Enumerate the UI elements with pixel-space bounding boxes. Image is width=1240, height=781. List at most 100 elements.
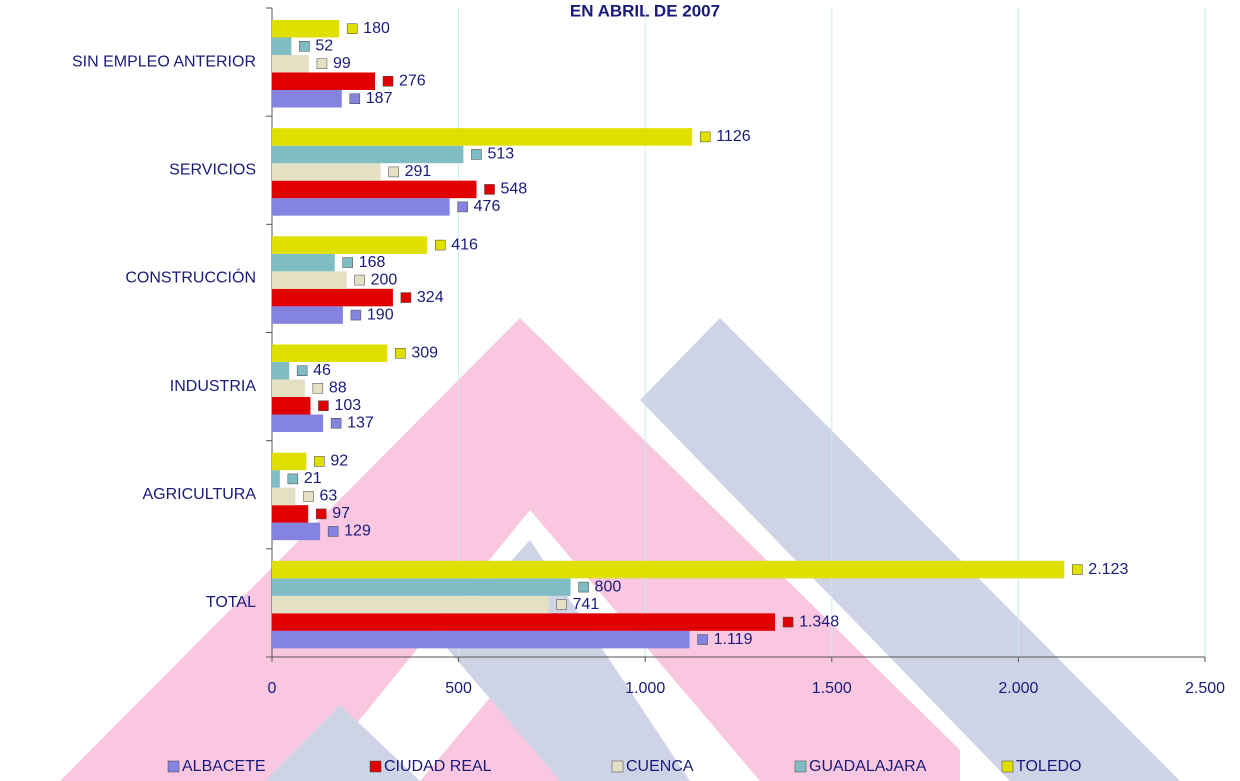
label-marker: [458, 202, 468, 212]
label-marker: [288, 474, 298, 484]
label-marker: [314, 456, 324, 466]
label-marker: [351, 310, 361, 320]
label-marker: [355, 275, 365, 285]
bar: [272, 362, 289, 380]
value-label: 92: [330, 453, 348, 470]
value-label: 309: [411, 344, 438, 361]
legend-label: CIUDAD REAL: [384, 758, 492, 775]
label-marker: [471, 149, 481, 159]
bar: [272, 289, 393, 307]
bar: [272, 345, 387, 363]
bar: [272, 415, 323, 433]
label-marker: [318, 401, 328, 411]
value-label: 416: [451, 236, 478, 253]
legend-label: GUADALAJARA: [809, 758, 927, 775]
value-label: 46: [313, 362, 331, 379]
value-label: 200: [371, 271, 398, 288]
label-marker: [700, 132, 710, 142]
label-marker: [331, 418, 341, 428]
chart: EN ABRIL DE 2007 05001.0001.5002.0002.50…: [0, 0, 1240, 781]
legend-marker: [370, 761, 381, 772]
bar: [272, 505, 308, 522]
y-tick-label: AGRICULTURA: [143, 486, 257, 503]
legend-label: CUENCA: [626, 758, 694, 775]
bar: [272, 596, 549, 614]
label-marker: [317, 59, 327, 69]
x-tick-label: 0: [268, 680, 277, 697]
bar: [272, 128, 692, 146]
value-label: 63: [320, 488, 338, 505]
label-marker: [316, 509, 326, 519]
value-label: 1.119: [714, 631, 753, 648]
value-label: 129: [344, 523, 371, 540]
value-label: 103: [334, 397, 361, 414]
value-label: 190: [367, 306, 394, 323]
label-marker: [297, 366, 307, 376]
value-label: 52: [315, 37, 333, 54]
y-tick-label: TOTAL: [206, 594, 256, 611]
label-marker: [579, 582, 589, 592]
bar: [272, 523, 320, 541]
label-marker: [383, 76, 393, 86]
value-label: 1126: [716, 128, 751, 145]
bar: [272, 254, 335, 271]
legend-marker: [1002, 761, 1013, 772]
value-label: 1.348: [799, 613, 839, 630]
bar: [272, 397, 310, 415]
bar: [272, 38, 291, 56]
value-label: 276: [399, 72, 426, 89]
x-tick-label: 1.500: [812, 680, 852, 697]
bar: [272, 488, 296, 506]
bar: [272, 20, 339, 38]
x-tick-label: 2.500: [1185, 680, 1225, 697]
bar: [272, 453, 306, 471]
bar: [272, 306, 343, 324]
value-label: 21: [304, 470, 322, 487]
value-label: 291: [405, 163, 432, 180]
label-marker: [401, 293, 411, 303]
value-label: 168: [359, 254, 386, 271]
value-label: 548: [501, 181, 528, 198]
legend-marker: [795, 761, 806, 772]
label-marker: [313, 383, 323, 393]
bar: [272, 198, 450, 216]
label-marker: [328, 526, 338, 536]
label-marker: [557, 600, 567, 610]
x-tick-label: 500: [445, 680, 472, 697]
value-label: 137: [347, 414, 374, 431]
bar: [272, 271, 347, 289]
value-label: 88: [329, 379, 347, 396]
value-label: 99: [333, 55, 351, 72]
label-marker: [389, 167, 399, 177]
label-marker: [350, 94, 360, 104]
bar: [272, 236, 427, 254]
bar: [272, 631, 690, 649]
value-label: 741: [573, 596, 600, 613]
label-marker: [1072, 565, 1082, 575]
bar: [272, 578, 571, 596]
y-tick-label: CONSTRUCCIÓN: [125, 268, 256, 287]
y-tick-label: SERVICIOS: [169, 161, 256, 178]
label-marker: [783, 617, 793, 627]
bar: [272, 146, 463, 164]
value-label: 187: [366, 90, 393, 107]
label-marker: [395, 348, 405, 358]
bar: [272, 380, 305, 398]
value-label: 800: [595, 578, 622, 595]
label-marker: [698, 635, 708, 645]
label-marker: [485, 184, 495, 194]
legend-marker: [612, 761, 623, 772]
label-marker: [347, 24, 357, 34]
value-label: 324: [417, 289, 444, 306]
bar: [272, 181, 477, 199]
legend-label: TOLEDO: [1016, 758, 1082, 775]
bar: [272, 90, 342, 108]
label-marker: [435, 240, 445, 250]
y-tick-label: INDUSTRIA: [170, 378, 257, 395]
label-marker: [304, 491, 314, 501]
bar: [272, 470, 280, 488]
bar: [272, 73, 375, 91]
y-tick-label: SIN EMPLEO ANTERIOR: [72, 53, 256, 70]
bar: [272, 613, 775, 631]
label-marker: [299, 41, 309, 51]
